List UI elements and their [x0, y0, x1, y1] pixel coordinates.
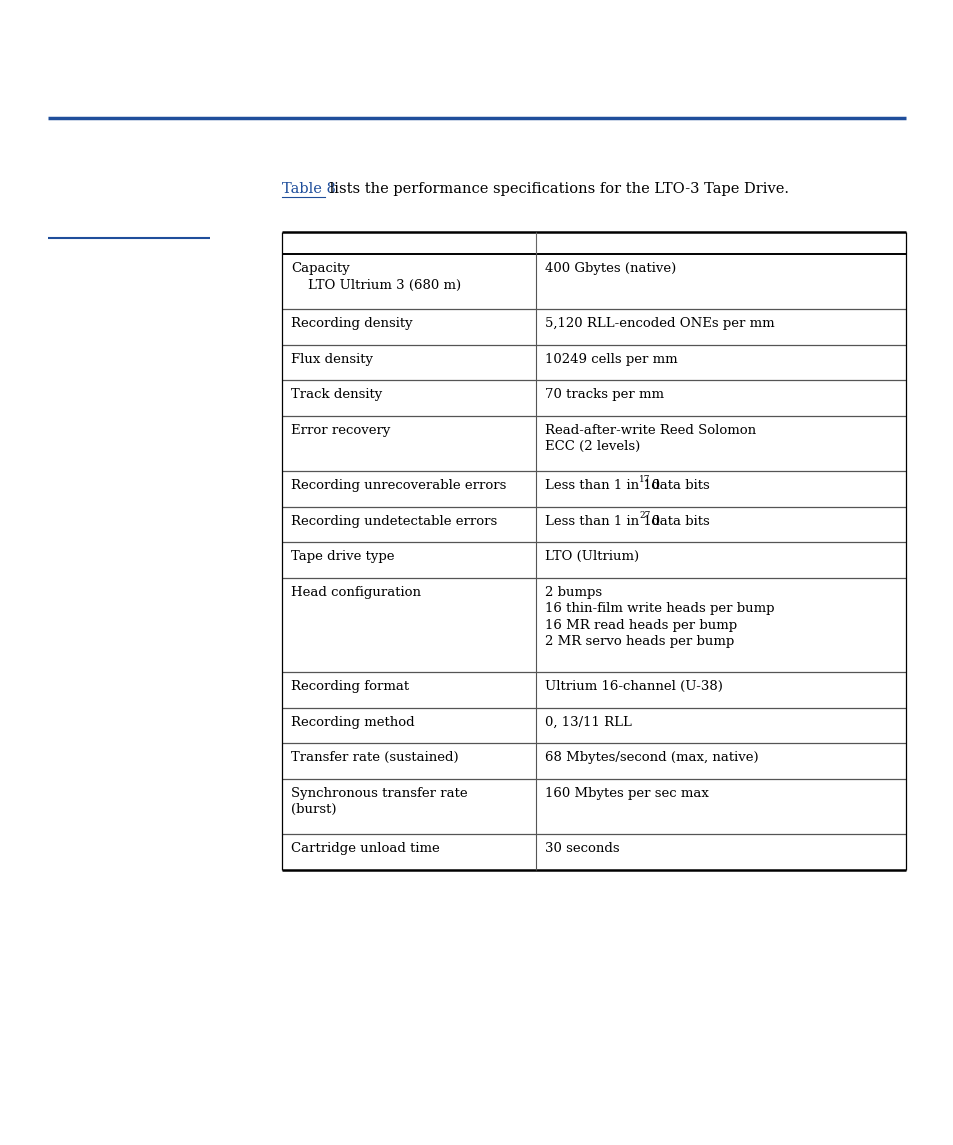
Text: 400 Gbytes (native): 400 Gbytes (native): [544, 262, 676, 275]
Text: Cartridge unload time: Cartridge unload time: [291, 842, 439, 855]
Text: 5,120 RLL-encoded ONEs per mm: 5,120 RLL-encoded ONEs per mm: [544, 317, 774, 330]
Text: Recording density: Recording density: [291, 317, 413, 330]
Text: LTO (Ultrium): LTO (Ultrium): [544, 551, 639, 563]
Text: Error recovery: Error recovery: [291, 424, 390, 437]
Text: data bits: data bits: [646, 479, 709, 492]
Text: Transfer rate (sustained): Transfer rate (sustained): [291, 751, 458, 764]
Text: Less than 1 in 10: Less than 1 in 10: [544, 514, 659, 528]
Text: 27: 27: [639, 511, 650, 520]
Text: 68 Mbytes/second (max, native): 68 Mbytes/second (max, native): [544, 751, 758, 764]
Text: Recording undetectable errors: Recording undetectable errors: [291, 514, 497, 528]
Text: Ultrium 16-channel (U-38): Ultrium 16-channel (U-38): [544, 680, 722, 693]
Text: 30 seconds: 30 seconds: [544, 842, 619, 855]
Text: 160 Mbytes per sec max: 160 Mbytes per sec max: [544, 787, 708, 799]
Text: 0, 13/11 RLL: 0, 13/11 RLL: [544, 716, 631, 728]
Text: Less than 1 in 10: Less than 1 in 10: [544, 479, 659, 492]
Text: Recording method: Recording method: [291, 716, 415, 728]
Text: 2 bumps
16 thin-film write heads per bump
16 MR read heads per bump
2 MR servo h: 2 bumps 16 thin-film write heads per bum…: [544, 586, 774, 648]
Text: data bits: data bits: [646, 514, 709, 528]
Text: Table 8: Table 8: [282, 182, 335, 196]
Text: Read-after-write Reed Solomon
ECC (2 levels): Read-after-write Reed Solomon ECC (2 lev…: [544, 424, 756, 453]
Text: Track density: Track density: [291, 388, 382, 401]
Text: Tape drive type: Tape drive type: [291, 551, 395, 563]
Text: Flux density: Flux density: [291, 353, 373, 365]
Text: 70 tracks per mm: 70 tracks per mm: [544, 388, 663, 401]
Text: Recording format: Recording format: [291, 680, 409, 693]
Text: Head configuration: Head configuration: [291, 586, 420, 599]
Text: Recording unrecoverable errors: Recording unrecoverable errors: [291, 479, 506, 492]
Text: lists the performance specifications for the LTO-3 Tape Drive.: lists the performance specifications for…: [325, 182, 788, 196]
Text: Capacity
    LTO Ultrium 3 (680 m): Capacity LTO Ultrium 3 (680 m): [291, 262, 460, 292]
Text: 10249 cells per mm: 10249 cells per mm: [544, 353, 677, 365]
Text: 17: 17: [639, 475, 650, 484]
Text: Synchronous transfer rate
(burst): Synchronous transfer rate (burst): [291, 787, 467, 816]
